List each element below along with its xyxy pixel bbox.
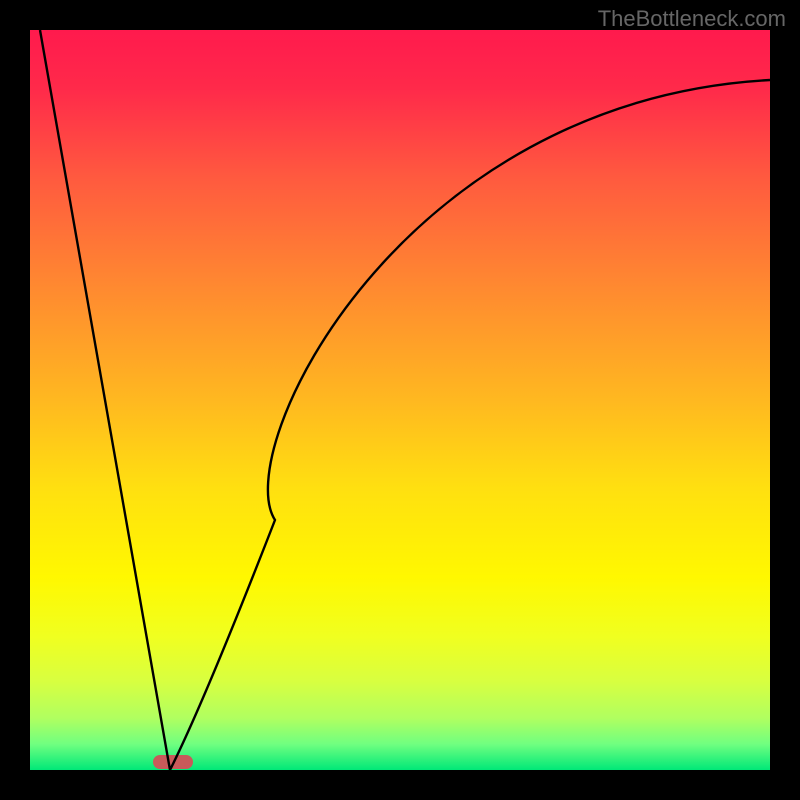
bottleneck-chart — [0, 0, 800, 800]
watermark-text: TheBottleneck.com — [598, 6, 786, 32]
gradient-background — [30, 30, 770, 770]
chart-container: TheBottleneck.com — [0, 0, 800, 800]
